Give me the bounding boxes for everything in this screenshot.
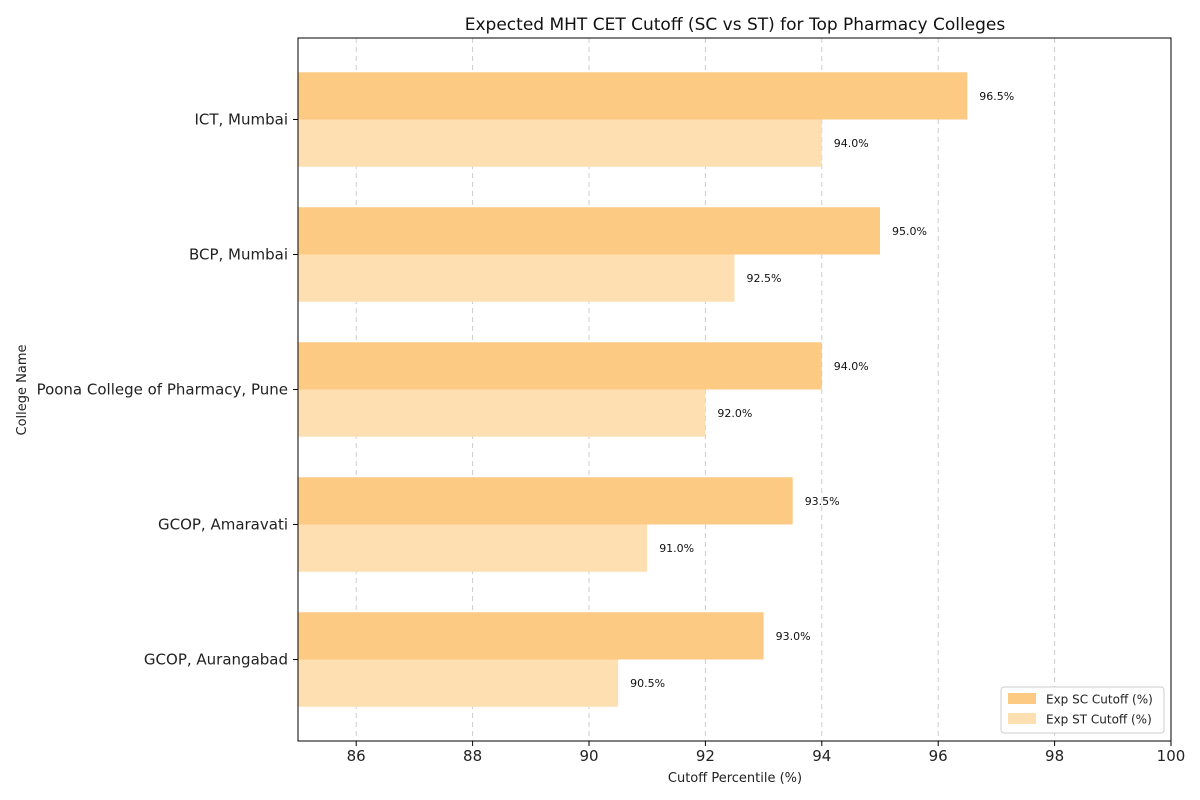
data-label: 92.0% bbox=[717, 407, 752, 420]
legend-box bbox=[1000, 686, 1165, 734]
bar-st bbox=[298, 389, 706, 437]
y-tick-label: ICT, Mumbai bbox=[194, 111, 288, 129]
legend-label-st: Exp ST Cutoff (%) bbox=[1046, 713, 1152, 727]
data-label: 92.5% bbox=[747, 272, 782, 285]
data-label: 91.0% bbox=[659, 542, 694, 555]
chart-title: Expected MHT CET Cutoff (SC vs ST) for T… bbox=[465, 15, 1006, 35]
data-label: 96.5% bbox=[979, 90, 1014, 103]
legend: Exp SC Cutoff (%) Exp ST Cutoff (%) bbox=[1000, 686, 1165, 734]
x-axis-title: Cutoff Percentile (%) bbox=[668, 771, 802, 786]
data-label: 93.5% bbox=[805, 495, 840, 508]
y-tick-label: Poona College of Pharmacy, Pune bbox=[37, 381, 288, 399]
legend-label-sc: Exp SC Cutoff (%) bbox=[1046, 693, 1153, 707]
y-tick-label: GCOP, Aurangabad bbox=[144, 651, 288, 669]
data-label: 93.0% bbox=[776, 630, 811, 643]
legend-swatch-st bbox=[1008, 713, 1036, 724]
x-tick-label: 96 bbox=[929, 747, 948, 765]
bar-st bbox=[298, 119, 822, 167]
bar-sc bbox=[298, 72, 968, 120]
bar-st bbox=[298, 254, 735, 302]
y-tick-label: GCOP, Amaravati bbox=[158, 516, 288, 534]
x-axis-ticks: 86 88 90 92 94 96 98 100 bbox=[347, 741, 1186, 765]
data-label: 94.0% bbox=[834, 360, 869, 373]
bar-sc bbox=[298, 477, 793, 525]
bar-sc bbox=[298, 612, 764, 660]
data-label: 94.0% bbox=[834, 137, 869, 150]
x-tick-label: 88 bbox=[463, 747, 482, 765]
y-tick-label: BCP, Mumbai bbox=[189, 246, 288, 264]
y-axis-title: College Name bbox=[15, 345, 30, 436]
x-tick-label: 100 bbox=[1157, 747, 1186, 765]
x-tick-label: 92 bbox=[696, 747, 715, 765]
x-tick-label: 98 bbox=[1045, 747, 1064, 765]
bars bbox=[298, 72, 968, 707]
data-label: 95.0% bbox=[892, 225, 927, 238]
bar-st bbox=[298, 659, 619, 707]
bar-sc bbox=[298, 342, 822, 390]
bar-st bbox=[298, 524, 648, 572]
x-tick-label: 90 bbox=[579, 747, 598, 765]
data-label: 90.5% bbox=[630, 677, 665, 690]
bar-sc bbox=[298, 207, 880, 255]
data-labels: 96.5% 94.0% 95.0% 92.5% 94.0% 92.0% 93.5% 91.0%… bbox=[630, 90, 1014, 690]
y-axis-ticks: ICT, Mumbai BCP, Mumbai Poona College of P… bbox=[37, 111, 298, 669]
legend-swatch-sc bbox=[1008, 693, 1036, 704]
x-tick-label: 86 bbox=[347, 747, 366, 765]
x-tick-label: 94 bbox=[812, 747, 831, 765]
